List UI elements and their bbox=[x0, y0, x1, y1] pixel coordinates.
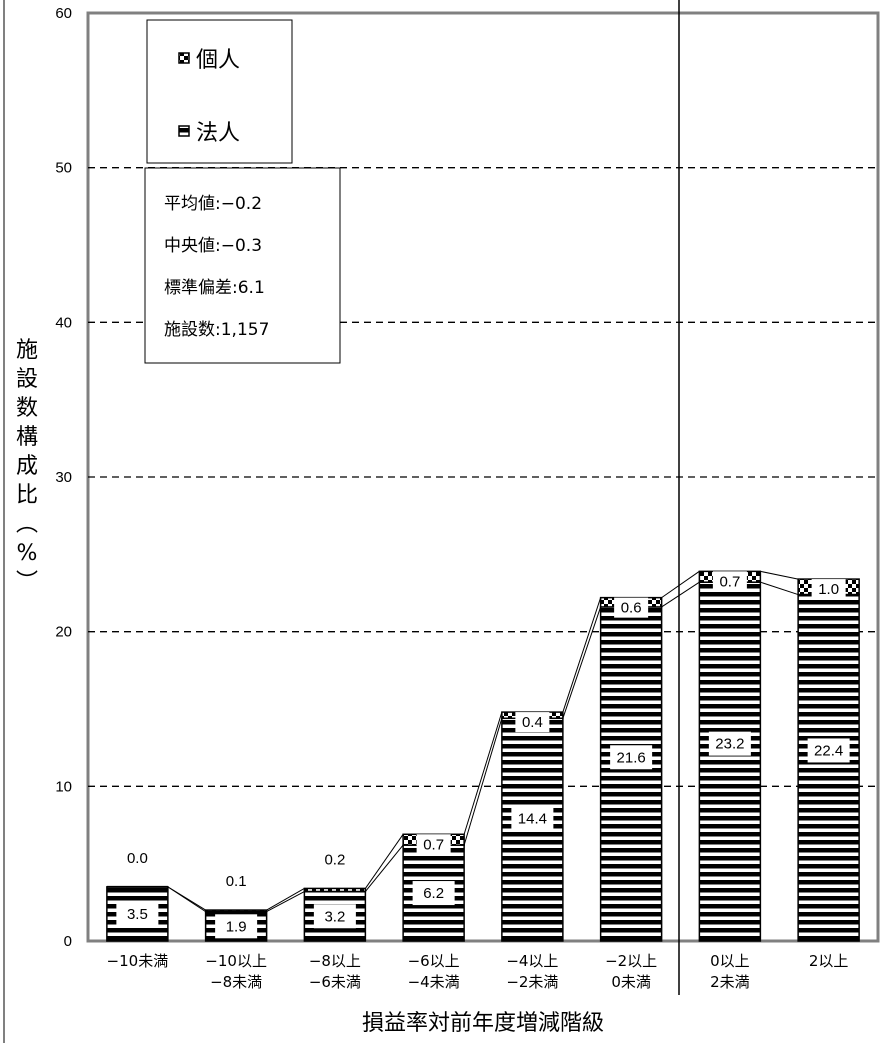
legend: 個人 法人 bbox=[146, 19, 293, 164]
connector-hojin bbox=[760, 581, 799, 596]
connector-kojin bbox=[364, 833, 404, 889]
x-category-label: −2未満 bbox=[506, 973, 558, 991]
connector-kojin bbox=[661, 570, 700, 599]
y-tick-30: 30 bbox=[55, 469, 72, 486]
bars: 3.5 0.0 1.9 0.1 3.2 0.2 6.2 0.7 14.4 0.4 21.6 0.6 23… bbox=[106, 570, 860, 942]
legend-box bbox=[146, 19, 293, 164]
data-label-kojin: 0.7 bbox=[423, 836, 444, 853]
data-label-hojin-bg bbox=[610, 745, 653, 770]
data-label-hojin: 1.9 bbox=[226, 918, 247, 935]
legend-label-kojin: 個人 bbox=[196, 48, 240, 73]
y-axis-title-char: 施 bbox=[16, 338, 38, 363]
data-label-hojin: 21.6 bbox=[617, 749, 646, 766]
bar-kojin bbox=[204, 909, 268, 913]
stats-mean: 平均値:−0.2 bbox=[164, 194, 262, 214]
y-tick-10: 10 bbox=[55, 778, 72, 795]
y-axis-title-char: 構 bbox=[16, 425, 38, 450]
data-label-hojin-bg bbox=[511, 806, 554, 831]
x-category-label: −8未満 bbox=[210, 973, 262, 991]
stats-median: 中央値:−0.3 bbox=[164, 236, 262, 256]
x-category-label: 2以上 bbox=[809, 952, 849, 970]
x-category-label: −6以上 bbox=[408, 952, 460, 970]
data-label-kojin: 0.6 bbox=[621, 600, 642, 617]
stats-box: 平均値:−0.2 中央値:−0.3 標準偏差:6.1 施設数:1,157 bbox=[144, 167, 341, 364]
bar-hojin bbox=[698, 581, 762, 942]
x-category-label: −4未満 bbox=[408, 973, 460, 991]
data-label-hojin-bg bbox=[708, 731, 751, 756]
connector-kojin bbox=[760, 570, 799, 580]
y-axis-title-char: % bbox=[17, 541, 38, 566]
y-axis-ticks: 0 10 20 30 40 50 60 bbox=[55, 5, 72, 950]
data-label-hojin: 23.2 bbox=[715, 736, 744, 753]
bar-hojin bbox=[797, 593, 860, 942]
x-category-label: −4以上 bbox=[506, 952, 558, 970]
y-axis-title-char: 成 bbox=[16, 454, 38, 479]
y-axis-title-char: 設 bbox=[16, 367, 38, 392]
connector-hojin bbox=[364, 844, 404, 892]
stats-count: 施設数:1,157 bbox=[164, 320, 269, 340]
x-category-label: −8以上 bbox=[309, 952, 361, 970]
x-category-label: −10以上 bbox=[205, 952, 267, 970]
y-tick-60: 60 bbox=[55, 5, 72, 22]
stats-stddev: 標準偏差:6.1 bbox=[164, 278, 265, 298]
data-label-hojin: 6.2 bbox=[423, 885, 444, 902]
x-axis-categories: −10未満 −10以上 −8未満 −8以上 −6未満 −6以上 −4未満 −4以上 −2未満 −2… bbox=[107, 952, 849, 991]
y-tick-50: 50 bbox=[55, 160, 72, 177]
y-tick-20: 20 bbox=[55, 624, 72, 641]
data-label-hojin: 3.5 bbox=[127, 906, 148, 923]
data-label-kojin: 0.2 bbox=[324, 851, 345, 868]
bar-kojin bbox=[303, 887, 367, 893]
data-label-kojin: 0.0 bbox=[127, 850, 148, 867]
x-category-label: 0以上 bbox=[710, 952, 750, 970]
data-label-hojin: 14.4 bbox=[518, 811, 547, 828]
connector-hojin bbox=[661, 581, 700, 608]
data-label-kojin: 0.7 bbox=[719, 573, 740, 590]
x-category-label: −6未満 bbox=[309, 973, 361, 991]
y-tick-0: 0 bbox=[64, 933, 72, 950]
connector-hojin bbox=[463, 718, 503, 846]
data-label-kojin: 0.4 bbox=[522, 714, 543, 731]
connector-kojin bbox=[562, 597, 602, 713]
legend-swatch-kojin bbox=[178, 52, 190, 64]
y-axis-title-char: ︶ bbox=[16, 570, 38, 595]
data-label-hojin-bg bbox=[116, 901, 159, 926]
y-axis-title-char: 数 bbox=[16, 396, 38, 421]
bar-hojin bbox=[599, 606, 663, 942]
data-label-kojin-bg bbox=[712, 571, 747, 592]
data-label-kojin: 0.1 bbox=[226, 873, 247, 890]
connector-hojin bbox=[562, 606, 602, 719]
data-label-hojin-bg bbox=[807, 738, 850, 763]
x-axis-title: 損益率対前年度増減階級 bbox=[362, 1011, 604, 1036]
connector-hojin bbox=[266, 891, 305, 913]
data-label-hojin-bg bbox=[313, 904, 356, 929]
x-category-label: 2未満 bbox=[710, 973, 750, 991]
y-axis-title-char: 比 bbox=[16, 483, 38, 508]
data-label-kojin: 1.0 bbox=[818, 581, 839, 598]
data-label-kojin-bg bbox=[416, 834, 451, 855]
stats-box-frame bbox=[144, 167, 341, 364]
data-label-kojin-bg bbox=[614, 597, 649, 618]
data-label-kojin-bg bbox=[515, 712, 550, 733]
legend-label-hojin: 法人 bbox=[196, 121, 240, 146]
data-label-hojin: 22.4 bbox=[814, 742, 843, 759]
bar-connectors bbox=[167, 570, 799, 913]
data-label-hojin-bg bbox=[412, 881, 455, 906]
x-category-label: −2以上 bbox=[605, 952, 657, 970]
y-tick-40: 40 bbox=[55, 314, 72, 331]
y-axis-title-char: ︵ bbox=[16, 512, 38, 537]
connector-kojin bbox=[266, 887, 305, 911]
data-label-hojin: 3.2 bbox=[324, 908, 345, 925]
x-category-label: 0未満 bbox=[611, 973, 651, 991]
legend-swatch-hojin bbox=[178, 125, 190, 137]
connector-kojin bbox=[167, 886, 206, 911]
connector-kojin bbox=[463, 711, 503, 835]
data-label-kojin-bg bbox=[811, 579, 846, 600]
x-category-label: −10未満 bbox=[107, 952, 169, 970]
data-label-hojin-bg bbox=[215, 914, 258, 939]
